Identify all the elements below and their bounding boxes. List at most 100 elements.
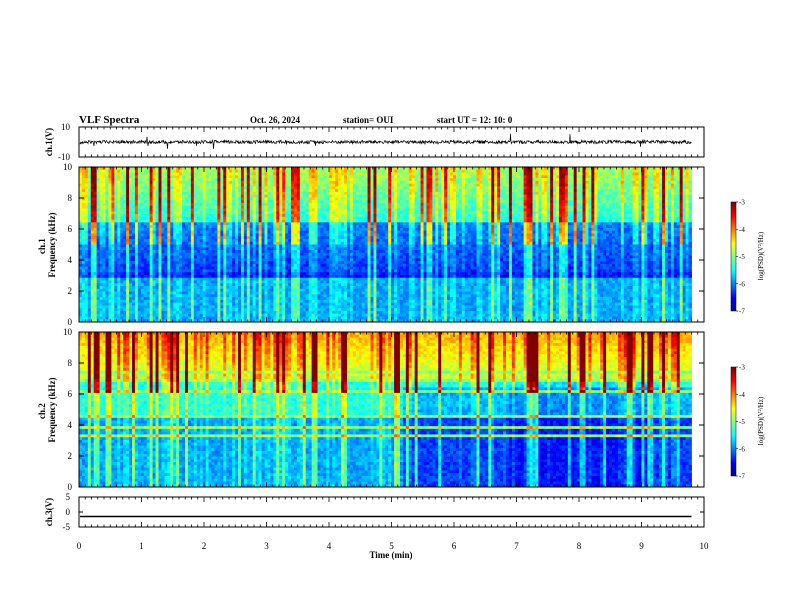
spectrogram-cell <box>143 202 148 207</box>
spectrogram-cell <box>238 291 242 295</box>
spectrogram-cell <box>93 200 98 204</box>
spectrogram-cell <box>196 172 201 176</box>
spectrogram-cell <box>232 172 236 176</box>
spectrogram-cell <box>317 277 321 281</box>
spectrogram-cell <box>308 189 313 193</box>
spectrogram-cell <box>146 214 151 218</box>
spectrogram-cell <box>81 255 86 259</box>
spectrogram-cell <box>155 266 159 270</box>
spectrogram-cell <box>332 208 336 212</box>
spectrogram-cell <box>114 200 118 204</box>
spectrogram-cell <box>120 274 124 279</box>
spectrogram-cell <box>299 202 304 207</box>
spectrogram-cell <box>326 208 330 212</box>
spectrogram-cell <box>314 216 318 220</box>
spectrogram-cell <box>173 230 177 234</box>
spectrogram-cell <box>338 266 342 270</box>
spectrogram-cell <box>329 299 333 304</box>
spectrogram-cell <box>329 247 333 251</box>
spectrogram-cell <box>249 241 254 245</box>
spectrogram-cell <box>99 189 103 193</box>
spectrogram-cell <box>114 283 118 287</box>
spectrogram-cell <box>279 230 283 234</box>
spectrogram-cell <box>273 189 277 193</box>
spectrogram-cell <box>217 250 221 254</box>
spectrogram-cell <box>132 186 136 190</box>
spectrogram-cell <box>329 169 333 173</box>
spectrogram-cell <box>226 299 230 304</box>
spectrogram-cell <box>240 272 245 276</box>
spectrogram-cell <box>132 252 136 256</box>
spectrogram-cell <box>223 319 227 323</box>
spectrogram-cell <box>208 208 212 212</box>
spectrogram-cell <box>261 247 265 251</box>
spectrogram-cell <box>134 255 139 259</box>
spectrogram-cell <box>87 313 92 317</box>
spectrogram-cell <box>332 241 336 245</box>
spectrogram-cell <box>149 222 154 226</box>
spectrogram-cell <box>291 258 295 262</box>
spectrogram-cell <box>270 299 274 304</box>
spectrogram-cell <box>102 180 106 185</box>
spectrogram-cell <box>226 250 230 254</box>
spectrogram-cell <box>120 255 124 259</box>
spectrogram-cell <box>105 241 109 245</box>
spectrogram-cell <box>285 272 289 276</box>
spectrogram-cell <box>123 313 127 317</box>
spectrogram-cell <box>114 186 118 190</box>
spectrogram-cell <box>167 241 171 245</box>
spectrogram-cell <box>223 219 227 223</box>
spectrogram-cell <box>96 316 101 320</box>
spectrogram-cell <box>137 236 142 240</box>
spectrogram-cell <box>196 294 201 298</box>
spectrogram-cell <box>87 299 92 304</box>
spectrogram-cell <box>252 222 257 226</box>
spectrogram-cell <box>314 219 318 223</box>
spectrogram-cell <box>238 313 242 317</box>
spectrogram-cell <box>326 230 330 234</box>
spectrogram-cell <box>335 288 339 292</box>
spectrogram-cell <box>296 261 301 265</box>
spectrogram-cell <box>129 277 133 281</box>
spectrogram-cell <box>305 211 310 215</box>
spectrogram-cell <box>293 194 298 198</box>
spectrogram-cell <box>199 294 204 298</box>
spectrogram-cell <box>96 186 101 190</box>
spectrogram-cell <box>276 197 280 201</box>
spectrogram-cell <box>317 244 321 248</box>
spectrogram-cell <box>332 180 336 185</box>
spectrogram-cell <box>211 216 215 220</box>
spectrogram-cell <box>276 214 280 218</box>
spectrogram-cell <box>129 233 133 237</box>
spectrogram-cell <box>208 183 212 187</box>
spectrogram-cell <box>193 172 198 176</box>
spectrogram-cell <box>264 247 268 251</box>
spectrogram-cell <box>288 183 292 187</box>
spectrogram-cell <box>120 280 124 284</box>
spectrogram-cell <box>208 274 212 279</box>
spectrogram-cell <box>238 272 242 276</box>
spectrogram-cell <box>87 186 92 190</box>
spectrogram-cell <box>155 202 159 207</box>
spectrogram-cell <box>146 266 151 270</box>
spectrogram-cell <box>99 208 103 212</box>
spectrogram-cell <box>146 258 151 262</box>
spectrogram-cell <box>208 200 212 204</box>
spectrogram-cell <box>273 255 277 259</box>
spectrogram-cell <box>240 258 245 262</box>
spectrogram-cell <box>143 241 148 245</box>
spectrogram-cell <box>149 219 154 223</box>
spectrogram-cell <box>223 286 227 290</box>
spectrogram-cell <box>270 258 274 262</box>
spectrogram-cell <box>187 222 192 226</box>
spectrogram-cell <box>273 230 277 234</box>
spectrogram-cell <box>317 167 321 171</box>
spectrogram-cell <box>240 316 245 320</box>
spectrogram-cell <box>323 299 327 304</box>
spectrogram-cell <box>320 189 324 193</box>
spectrogram-cell <box>217 205 221 209</box>
spectrogram-cell <box>90 191 95 196</box>
spectrogram-cell <box>199 186 204 190</box>
spectrogram-cell <box>84 211 89 215</box>
spectrogram-cell <box>273 313 277 317</box>
